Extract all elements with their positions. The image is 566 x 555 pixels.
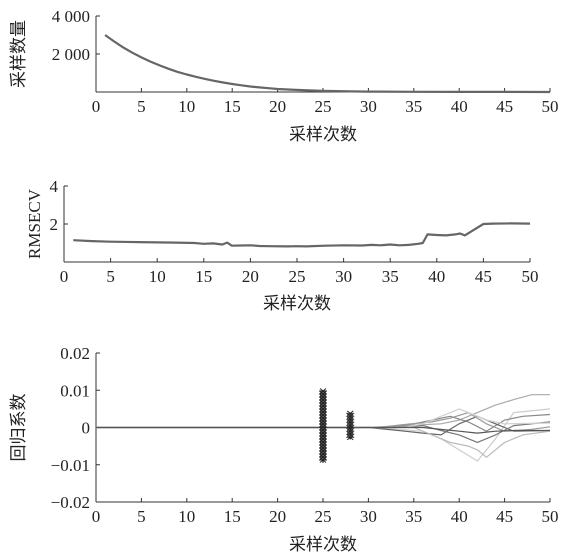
x-tick-label: 35 <box>382 267 399 286</box>
x-tick-label: 40 <box>451 97 468 116</box>
x-tick-label: 45 <box>475 267 492 286</box>
x-tick-label: 35 <box>405 97 422 116</box>
marker-column-2 <box>346 410 355 441</box>
x-tick-label: 50 <box>522 267 539 286</box>
x-tick-label: 0 <box>92 507 101 526</box>
x-tick-label: 5 <box>137 97 146 116</box>
x-tick-label: 40 <box>428 267 445 286</box>
series-line-4 <box>96 415 551 436</box>
x-tick-label: 50 <box>542 97 559 116</box>
marker-column-1 <box>319 388 327 463</box>
series-line-1 <box>73 222 531 248</box>
x-tick-label: 20 <box>269 507 286 526</box>
x-tick-label: 5 <box>137 507 146 526</box>
series-line-7 <box>96 421 551 443</box>
x-tick-label: 10 <box>178 97 195 116</box>
x-tick-label: 20 <box>242 267 259 286</box>
series-line-5 <box>96 426 551 458</box>
asterisk-marker <box>346 434 355 441</box>
x-tick-label: 0 <box>92 97 101 116</box>
y-tick-label: 0.01 <box>60 381 90 400</box>
x-tick-label: 10 <box>178 507 195 526</box>
y-tick-label: −0.01 <box>51 456 90 475</box>
y-axis-label: 回归系数 <box>9 394 29 462</box>
x-axis-label: 采样次数 <box>263 294 331 314</box>
x-tick-label: 30 <box>335 267 352 286</box>
y-tick-label: 2 <box>50 215 59 234</box>
x-tick-label: 15 <box>224 507 241 526</box>
x-tick-label: 15 <box>195 267 212 286</box>
x-tick-label: 45 <box>496 97 513 116</box>
series-line-3 <box>96 413 551 432</box>
y-tick-label: 0 <box>82 419 91 438</box>
x-axis-label: 采样次数 <box>289 535 357 555</box>
x-tick-label: 50 <box>542 507 559 526</box>
x-tick-label: 45 <box>496 507 513 526</box>
series-line-9 <box>96 426 550 434</box>
y-tick-label: 4 <box>50 177 59 196</box>
y-axis-label: RMSECV <box>25 188 44 259</box>
series-line-1 <box>104 34 551 94</box>
chart-panel-2: 0 5 10 15 20 25 30 35 40 45 50 2 4 采样次数 RMSECV <box>25 177 539 314</box>
x-tick-label: 30 <box>360 507 377 526</box>
x-tick-label: 15 <box>224 97 241 116</box>
x-tick-label: 40 <box>451 507 468 526</box>
y-tick-label: 2 000 <box>52 45 90 64</box>
x-tick-label: 5 <box>106 267 115 286</box>
y-tick-label: 0.02 <box>60 344 90 363</box>
x-tick-label: 0 <box>60 267 69 286</box>
x-tick-label: 25 <box>315 97 332 116</box>
x-tick-label: 10 <box>149 267 166 286</box>
y-tick-label: −0.02 <box>51 493 90 512</box>
y-axis-label: 采样数量 <box>9 20 29 88</box>
x-tick-label: 25 <box>289 267 306 286</box>
x-tick-label: 30 <box>360 97 377 116</box>
series-line-8 <box>96 408 551 429</box>
chart-panel-1: 0 5 10 15 20 25 30 35 40 45 50 2 000 4 000 采样次数 采样数量 <box>9 7 559 145</box>
x-axis-label: 采样次数 <box>289 125 357 145</box>
x-tick-label: 25 <box>315 507 332 526</box>
x-tick-label: 35 <box>405 507 422 526</box>
chart-panel-3: 0 5 10 15 20 25 30 35 40 45 50 −0.02 −0.01 0 0.01 0.02 采… <box>9 344 559 555</box>
x-tick-label: 20 <box>269 97 286 116</box>
asterisk-marker <box>319 457 327 463</box>
y-tick-label: 4 000 <box>52 7 90 26</box>
